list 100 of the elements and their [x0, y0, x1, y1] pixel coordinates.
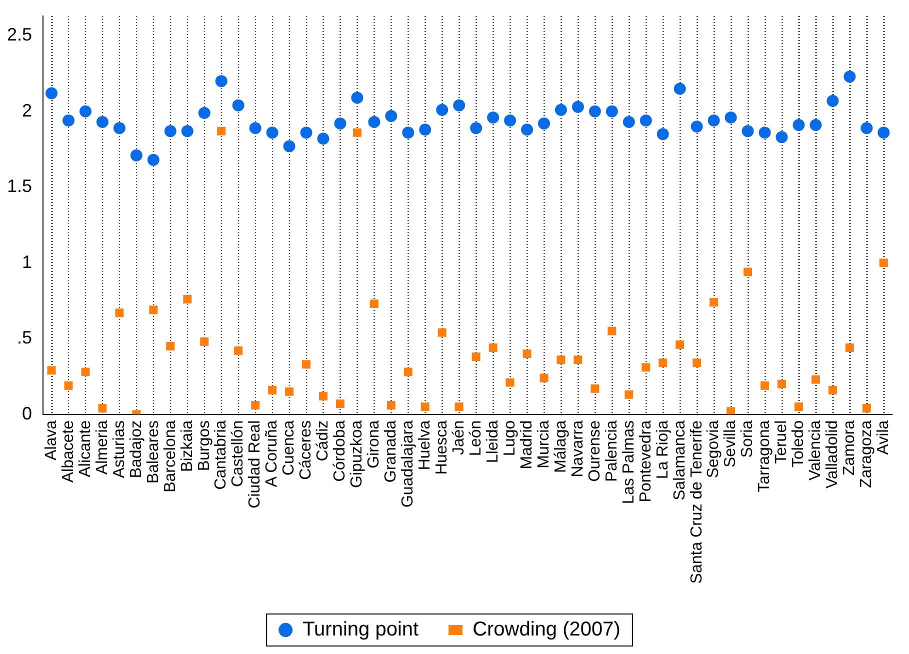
point [742, 125, 754, 138]
x-tick-label: Sevilla [722, 420, 740, 468]
point [183, 294, 192, 304]
x-tick-label: Gipuzkoa [348, 420, 366, 488]
point [522, 350, 532, 358]
point [624, 390, 634, 399]
x-tick-label: Madrid [518, 420, 536, 470]
point [676, 340, 684, 349]
point [164, 125, 176, 138]
point [64, 381, 73, 390]
y-tick-label: 0 [22, 403, 32, 424]
point [588, 105, 601, 118]
point [472, 352, 480, 362]
x-tick-label: Valladolid [824, 420, 842, 489]
point [556, 356, 566, 364]
point [217, 126, 226, 136]
x-tick-label: Jaén [450, 420, 468, 456]
point [232, 99, 244, 112]
point [658, 358, 668, 368]
y-tick-label: .5 [17, 328, 32, 348]
legend-label: Crowding (2007) [472, 618, 620, 641]
point [504, 114, 516, 127]
point [878, 126, 890, 139]
x-tick-label: Lleida [484, 420, 502, 464]
point [81, 368, 90, 376]
y-tick-label: 1.5 [6, 176, 32, 196]
point [352, 128, 362, 137]
x-tick-label: Huelva [416, 420, 434, 470]
point [778, 380, 786, 388]
point [572, 100, 584, 113]
x-tick-label: Albacete [60, 420, 77, 483]
x-tick-label: Badajoz [128, 420, 145, 478]
x-tick-label: Zaragoza [858, 420, 876, 488]
x-tick-label: Asturias [110, 420, 128, 478]
point [554, 104, 567, 116]
x-tick-label: Pontevedra [637, 420, 654, 502]
point [115, 308, 124, 318]
x-tick-label: Baleares [144, 420, 162, 484]
point [453, 99, 466, 112]
point [215, 75, 228, 88]
x-tick-label: Alava [42, 420, 60, 460]
point [792, 119, 805, 132]
x-tick-label: Murcia [535, 420, 552, 468]
point [708, 114, 720, 127]
point [656, 128, 669, 140]
point [385, 110, 398, 122]
point [438, 328, 446, 337]
y-tick-label: 2 [22, 100, 32, 120]
x-tick-label: Tarragona [756, 420, 774, 492]
x-tick-label: Burgos [196, 420, 213, 472]
x-tick-label: Barcelona [162, 420, 179, 492]
point [300, 126, 312, 139]
point [334, 118, 346, 130]
x-tick-label: Valencia [807, 420, 824, 481]
point [249, 122, 262, 134]
point [470, 122, 482, 134]
point [760, 381, 770, 390]
point [506, 378, 514, 387]
y-tick-label: 2.5 [6, 24, 32, 45]
point [402, 126, 414, 139]
x-tick-label: Girona [366, 420, 383, 468]
point [642, 363, 650, 372]
point [862, 404, 871, 413]
point [692, 358, 702, 368]
point [98, 404, 107, 413]
point [370, 300, 378, 308]
point [844, 70, 856, 83]
point [726, 407, 736, 414]
point [419, 124, 432, 136]
point [283, 140, 296, 152]
point [488, 343, 498, 352]
point [251, 401, 260, 410]
point [674, 82, 686, 95]
x-tick-label: Salamanca [671, 420, 688, 500]
point [454, 402, 464, 412]
x-tick-label: La Rioja [654, 420, 672, 480]
x-tick-label: Almeria [94, 420, 111, 475]
point [640, 114, 652, 127]
point [302, 360, 310, 369]
point [487, 111, 500, 124]
point [879, 258, 888, 268]
point [198, 106, 210, 119]
x-tick-label: Segovia [705, 420, 722, 478]
point [368, 116, 380, 128]
point [521, 124, 534, 136]
x-tick-label: Ciudad Real [246, 420, 264, 508]
y-tick-label: 1 [22, 252, 32, 272]
point [166, 342, 175, 350]
x-tick-label: Cantabria [212, 420, 230, 490]
x-tick-label: Cádiz [314, 420, 332, 462]
point [860, 122, 873, 134]
point [79, 105, 92, 118]
point [810, 119, 822, 132]
point [47, 366, 56, 375]
x-tick-label: Córdoba [332, 420, 349, 482]
x-tick-label: Bizkaia [178, 420, 196, 472]
x-tick-label: Cáceres [298, 420, 315, 480]
point [540, 374, 548, 382]
point [436, 104, 448, 116]
x-tick-label: Las Palmas [620, 420, 638, 504]
